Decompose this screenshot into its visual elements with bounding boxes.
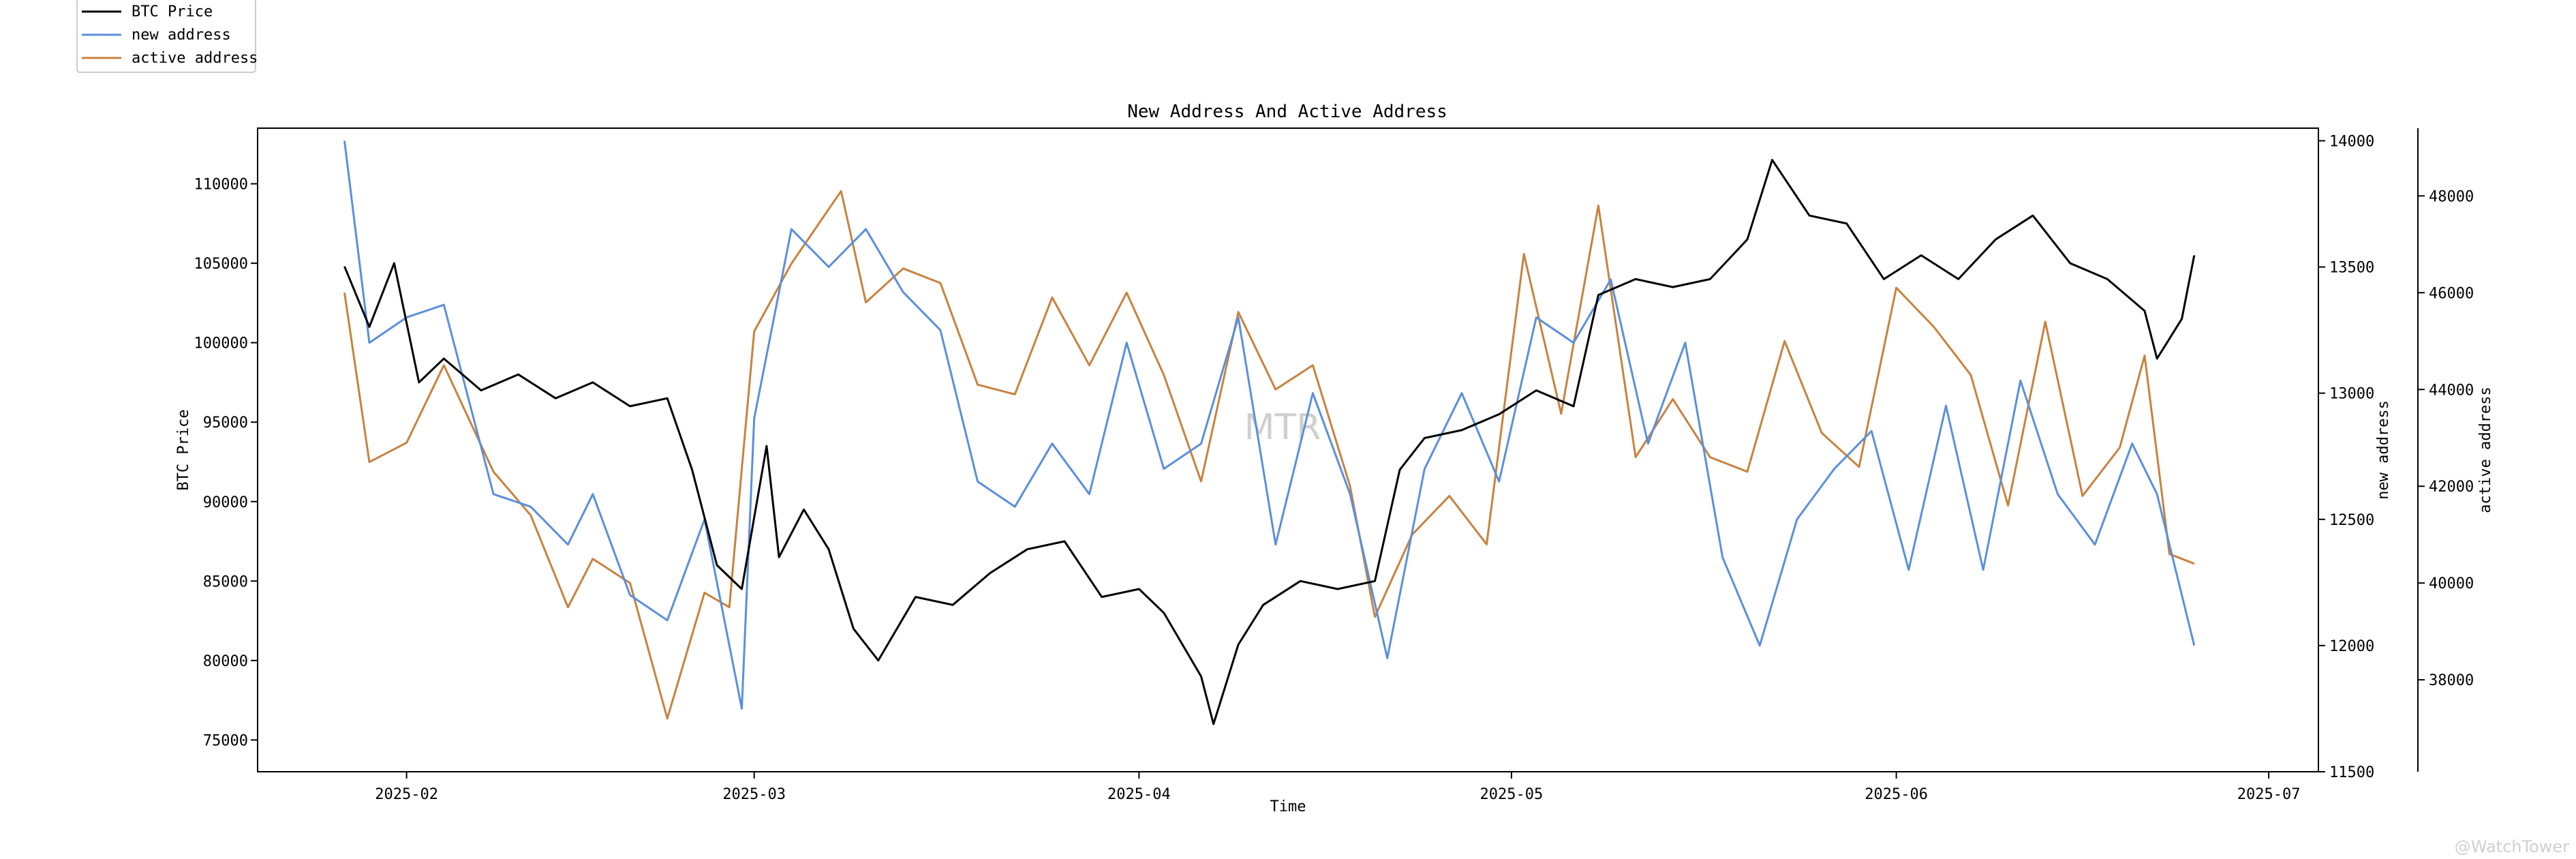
y-axis-right-new-label: new address [2375, 400, 2392, 500]
legend-label-btc: BTC Price [132, 3, 213, 20]
y-left-tick-label: 90000 [203, 494, 248, 511]
y-right-new-tick-label: 13000 [2329, 386, 2374, 403]
y-right-active-tick-label: 46000 [2429, 285, 2474, 302]
y-left-tick-label: 85000 [203, 573, 248, 590]
y-left-tick-label: 105000 [194, 256, 248, 273]
x-tick-label: 2025-04 [1107, 786, 1171, 803]
legend: BTC Price new address active address [76, 0, 258, 73]
y-right-active-tick-label: 40000 [2429, 575, 2474, 592]
y-right-new-tick-label: 12000 [2329, 638, 2374, 655]
x-axis: 2025-02 2025-03 2025-04 2025-05 2025-06 2025-… [375, 772, 2300, 803]
plot-frame [257, 127, 2319, 772]
chart-title: New Address And Active Address [1127, 102, 1447, 122]
y-right-new-tick-label: 11500 [2329, 764, 2374, 781]
y-left-tick-label: 80000 [203, 653, 248, 670]
y-right-active-tick-label: 44000 [2429, 382, 2474, 399]
x-tick-label: 2025-02 [375, 786, 438, 803]
corner-watermark: @WatchTower [2455, 837, 2569, 856]
legend-frame [76, 0, 256, 73]
y-axis-right-active: 38000 40000 42000 44000 46000 48000 [2417, 128, 2474, 772]
y-left-tick-label: 100000 [194, 335, 248, 352]
x-tick-label: 2025-07 [2237, 786, 2301, 803]
y-left-tick-label: 95000 [203, 415, 248, 432]
series-btc-price [343, 159, 2196, 725]
y-right-new-tick-label: 13500 [2329, 260, 2374, 277]
series-layer [343, 140, 2196, 725]
series-active-address [343, 190, 2195, 720]
y-axis-left: 75000 80000 85000 90000 95000 100000 105000 110… [194, 177, 258, 749]
x-axis-label: Time [1270, 798, 1306, 815]
legend-label-new: new address [132, 27, 231, 44]
series-new-address [343, 140, 2196, 710]
x-tick-label: 2025-06 [1865, 786, 1928, 803]
y-axis-left-label: BTC Price [175, 409, 192, 490]
y-right-new-tick-label: 14000 [2329, 134, 2374, 151]
y-left-tick-label: 110000 [194, 177, 248, 194]
y-right-new-tick-label: 12500 [2329, 512, 2374, 529]
y-right-active-tick-label: 48000 [2429, 188, 2474, 205]
y-right-active-tick-label: 42000 [2429, 479, 2474, 496]
y-axis-right-active-label: active address [2477, 387, 2494, 513]
x-tick-label: 2025-05 [1480, 786, 1544, 803]
y-left-tick-label: 75000 [203, 732, 248, 749]
y-axis-right-new: 11500 12000 12500 13000 13500 14000 [2318, 134, 2374, 781]
legend-label-active: active address [132, 50, 258, 67]
y-right-active-tick-label: 38000 [2429, 672, 2474, 689]
x-tick-label: 2025-03 [722, 786, 786, 803]
